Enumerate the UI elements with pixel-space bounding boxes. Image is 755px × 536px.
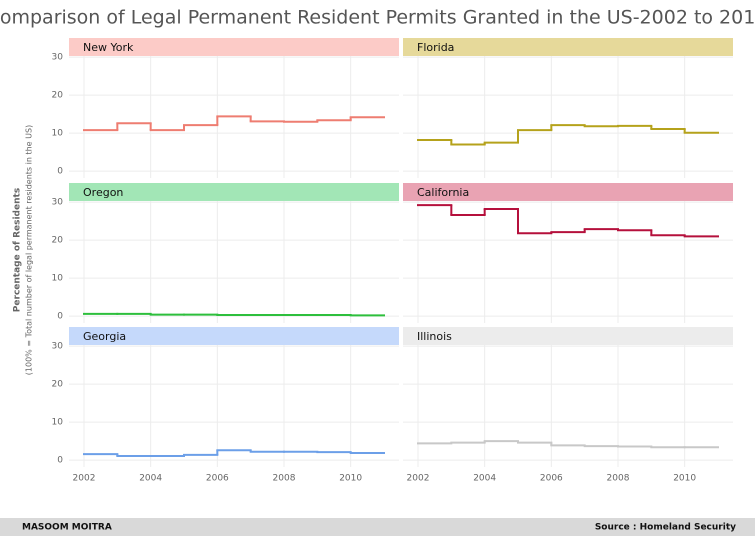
facet-title: Illinois [417,330,452,343]
y-tick-label: 0 [57,312,63,322]
facet-strip [69,327,399,345]
x-tick-label: 2006 [206,474,229,484]
y-tick-label: 10 [52,129,64,139]
facet-title: Georgia [83,330,126,343]
y-tick-label: 30 [52,342,64,352]
facet-strip [403,38,733,56]
y-tick-label: 0 [57,456,63,466]
facet-strip [69,38,399,56]
x-tick-label: 2010 [673,474,696,484]
x-tick-label: 2004 [473,474,496,484]
author: MASOOM MOITRA [22,523,112,533]
x-tick-label: 2008 [607,474,630,484]
facet-strip [403,327,733,345]
x-tick-label: 2002 [407,474,430,484]
x-tick-label: 2002 [73,474,96,484]
facet-strip [69,183,399,201]
facet-title: New York [83,41,134,54]
facet-strip [403,183,733,201]
source: Source : Homeland Security [595,523,736,533]
y-tick-label: 20 [52,236,64,246]
chart-title: Comparison of Legal Permanent Resident P… [0,7,755,29]
footer-bar [0,518,755,536]
y-tick-label: 30 [52,198,64,208]
y-axis-label: Percentage of Residents [13,188,23,312]
x-tick-label: 2010 [339,474,362,484]
y-tick-label: 30 [52,53,64,63]
facet-title: Oregon [83,186,123,199]
facet-title: California [417,186,469,199]
y-tick-label: 0 [57,167,63,177]
x-tick-label: 2006 [540,474,563,484]
facet-title: Florida [417,41,454,54]
y-tick-label: 20 [52,91,64,101]
y-axis-sublabel: (100% = Total number of legal permanent … [25,125,34,375]
y-tick-label: 10 [52,418,64,428]
x-tick-label: 2004 [139,474,162,484]
x-tick-label: 2008 [273,474,296,484]
y-tick-label: 10 [52,274,64,284]
y-tick-label: 20 [52,380,64,390]
